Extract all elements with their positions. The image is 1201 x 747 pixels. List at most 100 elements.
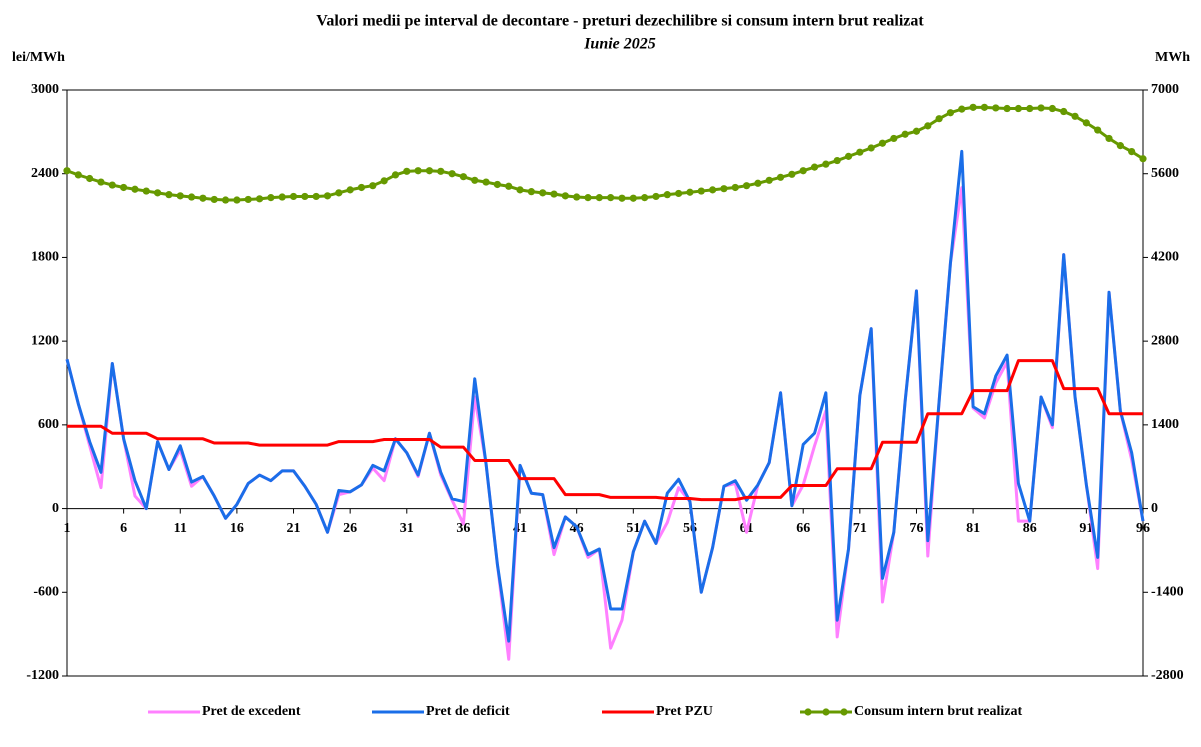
- series-marker: [958, 105, 966, 113]
- series-marker: [561, 192, 569, 200]
- legend-marker: [840, 708, 848, 716]
- y-tick-label: 0: [52, 501, 59, 516]
- series-marker: [527, 188, 535, 196]
- series-marker: [709, 186, 717, 194]
- series-marker: [776, 173, 785, 181]
- series-marker: [414, 167, 422, 175]
- y2-tick-label: -2800: [1151, 668, 1184, 683]
- series-marker: [516, 186, 524, 194]
- series-marker: [618, 194, 626, 202]
- series-marker: [357, 183, 366, 192]
- series-marker: [878, 139, 887, 147]
- y2-tick-label: 0: [1151, 501, 1158, 516]
- series-marker: [629, 194, 637, 202]
- series-marker: [346, 186, 354, 194]
- x-tick-label: 81: [966, 521, 980, 536]
- series-marker: [980, 103, 989, 111]
- series-marker: [74, 171, 82, 179]
- series-marker: [924, 122, 932, 130]
- series-marker: [1014, 104, 1023, 113]
- y2-tick-label: 7000: [1151, 82, 1179, 97]
- x-tick-label: 91: [1079, 521, 1093, 536]
- y2-tick-label: 2800: [1151, 333, 1179, 348]
- series-marker: [856, 148, 864, 156]
- series-marker: [176, 192, 184, 200]
- y2-axis-label: MWh: [1155, 50, 1190, 65]
- series-marker: [810, 163, 819, 171]
- x-tick-label: 66: [796, 521, 810, 536]
- x-tick-label: 16: [230, 521, 244, 536]
- series-marker: [720, 185, 728, 193]
- y-tick-label: 3000: [31, 82, 59, 97]
- series-marker: [788, 170, 796, 178]
- series-marker: [1048, 104, 1056, 113]
- series-marker: [584, 194, 592, 202]
- series-marker: [199, 194, 207, 202]
- series-marker: [1116, 142, 1124, 150]
- x-tick-label: 36: [456, 521, 470, 536]
- series-marker: [1094, 126, 1102, 134]
- series-marker: [437, 167, 445, 175]
- series-marker: [607, 194, 615, 202]
- series-marker: [890, 134, 898, 143]
- y-tick-label: 1800: [31, 250, 59, 265]
- series-marker: [765, 176, 773, 184]
- series-marker: [935, 115, 943, 123]
- series-marker: [131, 185, 139, 193]
- series-marker: [301, 192, 309, 201]
- x-tick-label: 96: [1136, 521, 1150, 536]
- y2-tick-label: 5600: [1151, 166, 1179, 181]
- series-marker: [1071, 112, 1079, 120]
- y2-tick-label: 4200: [1151, 250, 1179, 265]
- series-marker: [403, 167, 411, 175]
- series-marker: [142, 187, 150, 195]
- x-tick-label: 86: [1023, 521, 1037, 536]
- series-marker: [210, 195, 218, 204]
- series-marker: [154, 189, 162, 197]
- series-marker: [641, 194, 649, 202]
- series-marker: [1026, 104, 1034, 113]
- y-tick-label: -1200: [26, 668, 59, 683]
- series-marker: [822, 160, 830, 168]
- series-marker: [425, 167, 434, 175]
- x-tick-label: 21: [287, 521, 301, 536]
- chart-title: Valori medii pe interval de decontare - …: [316, 13, 924, 30]
- series-marker: [799, 167, 807, 175]
- y-tick-label: 2400: [31, 166, 59, 181]
- series-marker: [754, 179, 762, 187]
- series-marker: [312, 192, 320, 201]
- series-marker: [946, 109, 955, 117]
- series-marker: [505, 182, 513, 190]
- series-marker: [255, 195, 264, 203]
- series-marker: [86, 174, 94, 183]
- series-marker: [448, 170, 456, 178]
- series-marker: [335, 189, 343, 197]
- series-marker: [844, 152, 853, 160]
- series-marker: [595, 194, 603, 202]
- legend-label: Consum intern brut realizat: [854, 704, 1022, 719]
- series-marker: [1105, 134, 1113, 143]
- series-marker: [697, 187, 705, 195]
- series-marker: [833, 156, 841, 165]
- series-marker: [1003, 104, 1011, 113]
- series-marker: [63, 167, 71, 175]
- legend-label: Pret de excedent: [202, 704, 301, 719]
- y-axis-label: lei/MWh: [12, 50, 65, 65]
- series-marker: [969, 103, 977, 111]
- series-marker: [459, 173, 468, 181]
- series-marker: [663, 191, 671, 199]
- series-marker: [233, 196, 241, 204]
- series-marker: [289, 192, 298, 201]
- series-marker: [482, 178, 490, 186]
- series-marker: [901, 130, 909, 138]
- y-tick-label: 1200: [31, 333, 59, 348]
- series-marker: [731, 183, 739, 192]
- series-marker: [550, 190, 558, 198]
- series-marker: [493, 180, 501, 189]
- series-marker: [278, 193, 286, 201]
- x-tick-label: 51: [626, 521, 640, 536]
- series-marker: [675, 189, 683, 198]
- y-tick-label: -600: [33, 585, 59, 600]
- series-marker: [323, 192, 332, 200]
